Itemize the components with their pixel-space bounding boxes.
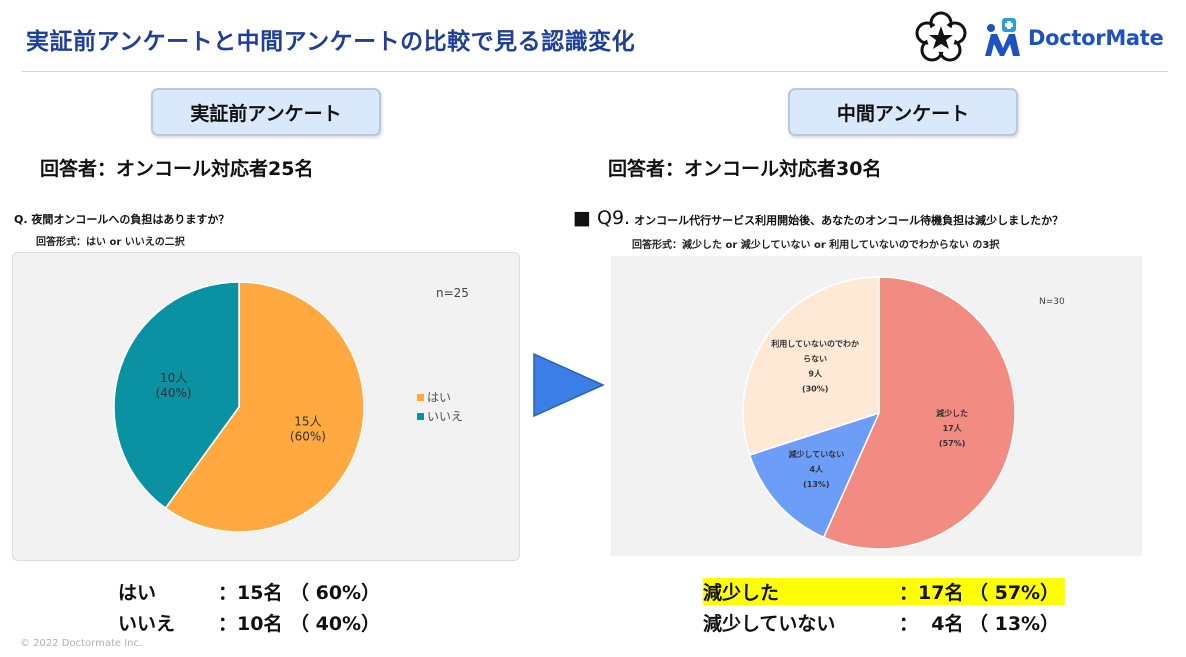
mid-summary-row-not-reduced: 減少していない ： 4名 （ 13%） [703,613,1060,635]
mid-question: ■ Q9. オンコール代行サービス利用開始後、あなたのオンコール待機負担は減少し… [573,207,1063,229]
pie-slice-2 [748,411,881,539]
brand-name: DoctorMate [1028,26,1164,50]
legend-label-2: いいえ [427,410,463,424]
pie-slice-1 [822,276,1016,550]
mid-question-number: ■ Q9. [573,207,631,229]
pre-summary: はい ：15名 （ 60%） いいえ ：10名 （ 40%） [118,578,380,636]
slice-label-2-1: 10人 [160,371,187,385]
pre-question: Q. 夜間オンコールへの負担はありますか？ [14,213,230,226]
mid-survey-label: 中間アンケート [788,88,1018,136]
slice-label-3-4: (30%) [802,385,828,394]
header-divider [22,71,1168,72]
pre-summary-row-no: いいえ ：10名 （ 40%） [118,613,381,635]
mid-answer-format: 回答形式：減少した or 減少していない or 利用していないのでわからない の… [632,240,1000,251]
slice-label-3-1: 利用していないのでわか [770,339,859,349]
mid-chart-panel: 減少した 17人 (57%) 減少していない 4人 (13%) 利用していないのでわか らない… [611,256,1142,556]
slice-label-2-3: (13%) [803,480,829,489]
mid-summary-row-reduced: 減少した ：17名 （ 57%） [703,578,1065,605]
slice-label-1-2: 17人 [943,423,963,433]
slice-label-3-3: 9人 [808,369,823,379]
doctormate-mark-icon [985,18,1020,56]
n-label: n=25 [436,286,469,300]
pie-slice-3 [742,276,880,456]
slice-label-1-3: (57%) [939,439,965,448]
mid-respondents: 回答者：オンコール対応者30名 [608,158,882,180]
slice-label-1-1: 15人 [294,414,321,428]
copyright: © 2022 Doctormate Inc. [20,638,143,649]
n-label: N=30 [1039,297,1065,307]
slice-label-2-1: 減少していない [788,449,844,459]
pie-slice-1 [164,281,365,533]
legend-label-1: はい [427,391,451,405]
flower-logo-icon [915,11,967,62]
slice-label-1-2: (60%) [290,429,326,443]
pre-summary-row-yes: はい ：15名 （ 60%） [118,582,381,604]
pre-survey-label: 実証前アンケート [151,88,381,136]
slice-label-2-2: (40%) [156,386,192,400]
pre-answer-format: 回答形式：はい or いいえの二択 [36,237,185,248]
mid-pie-chart: 減少した 17人 (57%) 減少していない 4人 (13%) 利用していないのでわからない… [742,276,1065,550]
slice-label-3-2: らない [803,355,827,364]
mid-summary: 減少した ：17名 （ 57%） 減少していない ： 4名 （ 13%） [703,578,1065,636]
logo-area: DoctorMate [914,10,1164,66]
pre-chart-panel: 15人 (60%) 10人 (40%) n=25 はいいいえ [12,252,520,561]
doctormate-logo: DoctorMate [982,18,1164,58]
legend-swatch-2 [417,413,424,420]
slice-label-2-2: 4人 [810,464,825,474]
pre-respondents: 回答者：オンコール対応者25名 [40,158,314,180]
arrow-right-icon [533,352,605,418]
slice-label-1-1: 減少した [936,408,968,418]
page-title: 実証前アンケートと中間アンケートの比較で見る認識変化 [26,29,636,55]
legend-swatch-1 [417,394,424,401]
mid-question-text: オンコール代行サービス利用開始後、あなたのオンコール待機負担は減少しましたか？ [634,214,1064,227]
pie-slice-2 [113,281,240,510]
